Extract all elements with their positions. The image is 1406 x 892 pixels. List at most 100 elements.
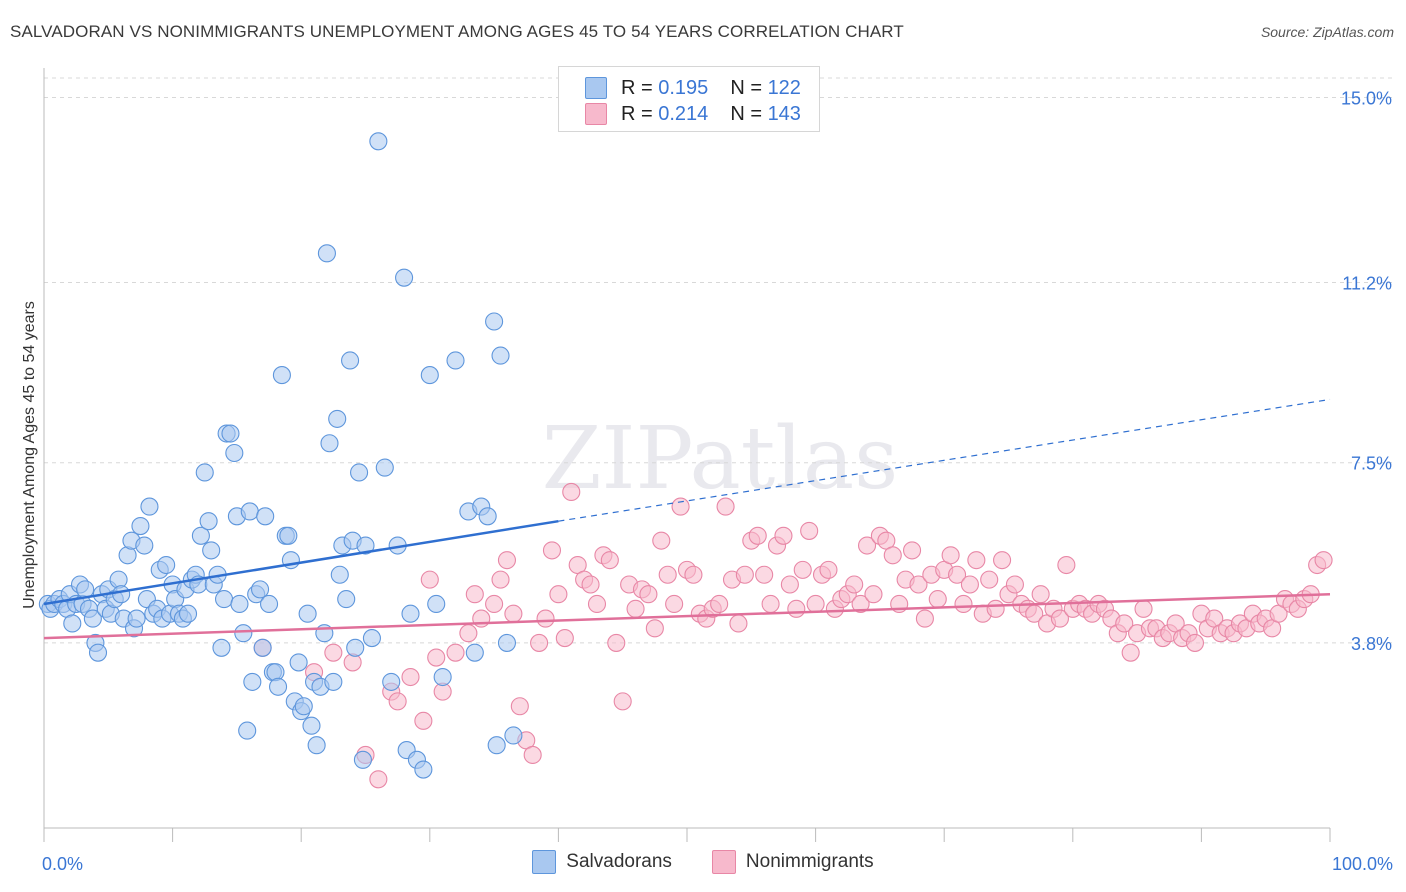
salvadorans-point [250,580,270,599]
nonimmigrants-point [980,570,999,589]
salvadorans-point [353,750,372,769]
nonimmigrants-point [755,565,774,584]
salvadorans-point [317,244,336,263]
nonimmigrants-point [388,692,407,711]
salvadorans-point [238,721,257,740]
salvadorans-swatch [585,77,607,99]
salvadorans-point [240,502,259,521]
salvadorans-point [328,409,347,428]
nonimmigrants-point [928,590,947,609]
salvadorans-point [369,132,388,151]
nonimmigrants-point [1005,575,1024,594]
r-value: 0.195 [658,76,709,99]
nonimmigrants-point [954,594,973,614]
salvadorans-point [356,536,375,555]
x-tick-label: 0.0% [42,854,83,874]
salvadorans-point [382,672,401,691]
salvadorans-trendline-projection [558,398,1331,522]
nonimmigrants-point [491,570,510,589]
nonimmigrants-point [780,575,799,594]
nonimmigrants-point [665,594,684,614]
nonimmigrants-point [1057,555,1076,575]
n-label: N = [730,102,762,125]
salvadorans-point [427,594,446,614]
salvadorans-point [214,590,234,609]
nonimmigrants-point [427,648,446,667]
nonimmigrants-point [639,585,658,604]
salvadorans-point [341,351,360,370]
salvadorans-point [225,443,244,463]
salvadorans-point [289,653,308,672]
x-tick-label: 100.0% [1332,854,1393,874]
legend-item-nonimmigrants[interactable]: Nonimmigrants [711,850,874,874]
y-tick-label: 11.2% [1342,274,1392,294]
y-tick-label: 15.0% [1341,88,1392,108]
salvadorans-legend-swatch [532,850,557,874]
nonimmigrants-point [600,551,619,570]
nonimmigrants-point [735,565,754,584]
salvadorans-point [504,726,523,745]
salvadorans-point [221,424,240,443]
nonimmigrants-point [915,609,934,628]
salvadorans-point [230,594,249,614]
stats-row-nonimmigrants: R = 0.214 N = 143 [585,101,801,127]
nonimmigrants-point [902,541,922,560]
nonimmigrants-point [671,497,690,516]
r-value: 0.214 [658,102,709,125]
salvadorans-point [212,638,231,657]
nonimmigrants-point [774,526,793,545]
salvadorans-point [131,517,150,536]
nonimmigrants-point [1134,599,1153,618]
legend-item-salvadorans[interactable]: Salvadorans [532,850,672,874]
nonimmigrants-point [729,614,748,633]
salvadorans-point [487,736,506,755]
salvadorans-point [337,590,356,609]
nonimmigrants-point [967,551,986,570]
nonimmigrants-point [485,594,504,614]
legend-label-salvadorans: Salvadorans [566,851,672,872]
nonimmigrants-point [1115,614,1134,633]
salvadorans-point [234,624,253,643]
series-legend: Salvadorans Nonimmigrants [0,850,1406,874]
n-label: N = [730,76,762,99]
nonimmigrants-point [1031,585,1050,604]
nonimmigrants-point [748,526,767,545]
salvadorans-point [259,594,279,614]
salvadorans-point [497,633,517,652]
nonimmigrants-point [864,585,883,604]
salvadorans-point [269,677,288,696]
salvadorans-point [320,434,339,453]
nonimmigrants-point [986,599,1005,618]
salvadorans-point [307,736,326,755]
nonimmigrants-point [549,585,568,604]
chart-title: SALVADORAN VS NONIMMIGRANTS UNEMPLOYMENT… [10,22,904,41]
nonimmigrants-point [909,575,928,594]
nonimmigrants-point [652,531,671,550]
nonimmigrants-point [710,594,729,614]
salvadorans-point [395,268,414,287]
salvadorans-point [362,629,381,648]
nonimmigrants-point [536,609,555,628]
nonimmigrants-point [1185,633,1205,652]
n-value: 143 [767,102,801,125]
salvadorans-point [485,312,504,331]
salvadorans-point [253,638,272,657]
salvadorans-point [202,541,221,560]
salvadorans-point [178,604,198,623]
nonimmigrants-point [420,570,439,589]
nonimmigrants-legend-swatch [711,850,736,874]
salvadorans-point [157,555,176,575]
nonimmigrants-point [960,575,979,594]
nonimmigrants-point [324,643,343,662]
nonimmigrants-trendline [43,592,1331,640]
nonimmigrants-point [542,541,562,560]
salvadorans-point [346,638,365,657]
nonimmigrants-point [806,594,825,614]
nonimmigrants-point [562,482,581,502]
y-axis-label: Unemployment Among Ages 45 to 54 years [21,301,38,609]
salvadorans-point [243,672,262,691]
nonimmigrants-point [800,521,819,540]
nonimmigrants-point [793,560,812,579]
nonimmigrants-point [993,551,1012,570]
